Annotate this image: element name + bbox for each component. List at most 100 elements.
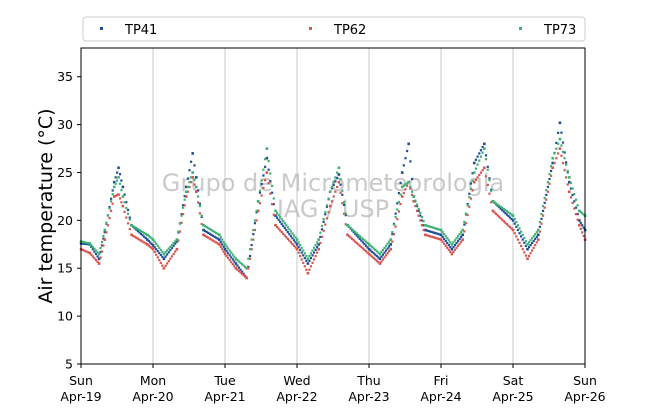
trace-dot xyxy=(507,214,510,218)
trace-dot xyxy=(198,202,201,205)
data-point xyxy=(223,243,227,246)
data-point xyxy=(400,185,404,189)
trace-dot xyxy=(279,215,282,219)
trace-dot xyxy=(569,181,573,185)
data-point xyxy=(295,247,299,251)
trace-dot xyxy=(303,265,306,268)
trace-dot xyxy=(200,222,203,226)
trace-dot xyxy=(543,206,546,209)
data-point xyxy=(191,176,194,179)
trace-dot xyxy=(90,245,93,248)
trace-dot xyxy=(581,212,584,215)
trace-dot xyxy=(294,246,297,249)
data-point xyxy=(558,121,562,125)
trace-dot xyxy=(449,246,452,249)
trace-dot xyxy=(443,242,446,245)
trace-dot xyxy=(222,240,225,244)
trace-dot xyxy=(158,246,161,249)
data-point xyxy=(511,219,515,222)
data-point xyxy=(265,156,269,160)
x-tick-day: Sun xyxy=(69,373,93,388)
trace-dot xyxy=(453,239,457,242)
trace-dot xyxy=(159,248,162,251)
trace-dot xyxy=(529,252,532,255)
trace-dot xyxy=(344,214,347,217)
trace-dot xyxy=(311,249,314,252)
trace-dot xyxy=(453,248,457,251)
data-point xyxy=(537,228,540,232)
trace-dot xyxy=(282,224,285,228)
trace-dot xyxy=(468,196,471,199)
trace-dot xyxy=(93,250,96,253)
data-point xyxy=(461,228,464,232)
trace-dot xyxy=(360,246,363,249)
trace-dot xyxy=(193,183,196,186)
trace-dot xyxy=(396,208,399,211)
trace-dot xyxy=(508,216,512,219)
data-point xyxy=(306,257,310,261)
trace-dot xyxy=(311,254,314,257)
trace-dot xyxy=(447,243,450,247)
trace-dot xyxy=(283,234,286,237)
trace-dot xyxy=(135,228,138,231)
trace-dot xyxy=(207,227,210,230)
trace-dot xyxy=(384,254,388,257)
trace-dot xyxy=(545,198,548,201)
trace-dot xyxy=(392,223,396,226)
trace-dot xyxy=(280,222,283,225)
data-point xyxy=(146,238,149,241)
trace-dot xyxy=(215,236,218,239)
trace-dot xyxy=(126,208,130,212)
trace-dot xyxy=(86,251,90,254)
trace-dot xyxy=(219,236,222,239)
trace-dot xyxy=(414,205,417,208)
trace-dot xyxy=(250,248,253,251)
data-point xyxy=(112,180,116,184)
y-tick-label: 15 xyxy=(57,261,73,276)
trace-dot xyxy=(289,230,293,233)
trace-dot xyxy=(81,240,84,244)
trace-dot xyxy=(377,256,380,259)
trace-dot xyxy=(428,225,432,228)
data-point xyxy=(378,252,382,256)
trace-dot xyxy=(96,255,99,258)
trace-dot xyxy=(247,267,250,270)
trace-dot xyxy=(314,248,317,251)
trace-dot xyxy=(566,169,569,173)
trace-dot xyxy=(463,230,466,233)
trace-dot xyxy=(527,254,531,258)
trace-dot xyxy=(219,240,222,244)
x-tick-day: Tue xyxy=(213,373,236,388)
data-point xyxy=(378,257,382,261)
trace-dot xyxy=(534,233,537,236)
data-point xyxy=(88,242,92,245)
trace-dot xyxy=(342,201,346,204)
trace-dot xyxy=(463,220,466,223)
trace-dot xyxy=(380,260,383,263)
trace-dot xyxy=(189,181,193,184)
data-point xyxy=(483,142,486,146)
trace-dot xyxy=(303,252,306,255)
trace-dot xyxy=(275,225,279,229)
trace-dot xyxy=(215,241,218,244)
trace-dot xyxy=(523,251,526,254)
data-point xyxy=(195,185,198,189)
trace-dot xyxy=(501,206,504,210)
trace-dot xyxy=(208,232,211,235)
trace-dot xyxy=(488,179,491,182)
x-tick-date: Apr-26 xyxy=(564,389,605,404)
trace-dot xyxy=(172,242,175,245)
trace-dot xyxy=(535,235,538,238)
trace-dot xyxy=(427,234,430,237)
trace-dot xyxy=(388,250,391,253)
data-point xyxy=(121,185,125,189)
trace-dot xyxy=(507,224,510,227)
data-point xyxy=(367,243,371,246)
trace-dot xyxy=(227,247,230,250)
trace-dot xyxy=(548,182,551,185)
trace-dot xyxy=(128,227,131,231)
trace-dot xyxy=(309,256,313,260)
trace-dot xyxy=(128,218,131,221)
trace-dot xyxy=(460,230,463,234)
trace-dot xyxy=(542,214,545,217)
